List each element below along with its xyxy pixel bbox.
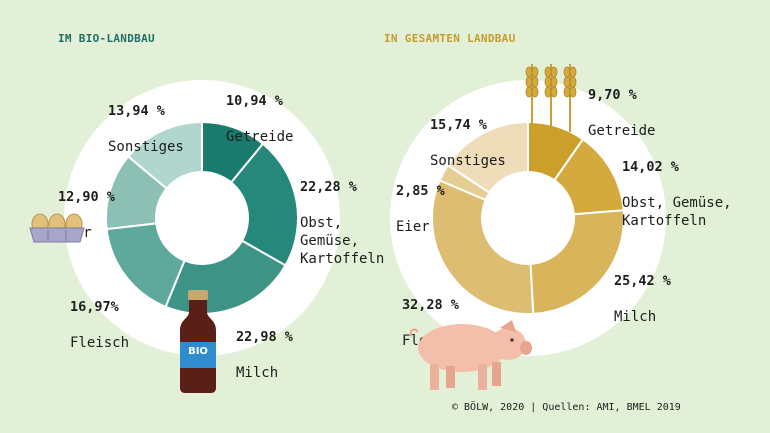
total-category-sonstiges: Sonstiges <box>430 153 506 169</box>
total-category-milch: Milch <box>614 309 657 325</box>
total-label-obst: 14,02 % Obst, Gemüse, Kartoffeln <box>622 140 732 248</box>
bio-category-sonstiges: Sonstiges <box>108 139 184 155</box>
total-value-fleisch: 32,28 % <box>402 297 459 313</box>
bio-category-milch: Milch <box>236 365 279 381</box>
bio-value-obst: 22,28 % <box>300 179 357 195</box>
total-category-getreide: Getreide <box>588 123 656 139</box>
total-value-eier: 2,85 % <box>396 183 445 199</box>
total-label-eier: 2,85 % Eier <box>396 164 445 254</box>
bio-label-obst: 22,28 % Obst, Gemüse, Kartoffeln <box>300 160 384 286</box>
bio-slice-obst <box>200 142 299 267</box>
egg-carton-icon <box>29 213 85 243</box>
source-footer: © BÖLW, 2020 | Quellen: AMI, BMEL 2019 <box>452 402 681 413</box>
total-value-getreide: 9,70 % <box>588 87 637 103</box>
bio-donut-hole <box>155 171 249 265</box>
total-category-eier: Eier <box>396 219 430 235</box>
bio-value-eier: 12,90 % <box>58 189 115 205</box>
bio-category-fleisch: Fleisch <box>70 335 130 351</box>
bio-value-fleisch: 16,97% <box>70 299 119 315</box>
bio-chart-title: IM BIO-LANDBAU <box>58 32 155 45</box>
bio-category-getreide: Getreide <box>226 129 294 145</box>
total-donut-hole <box>481 171 575 265</box>
total-label-milch: 25,42 % Milch <box>614 254 671 344</box>
bio-category-obst: Obst, Gemüse, Kartoffeln <box>300 215 385 267</box>
total-value-sonstiges: 15,74 % <box>430 117 487 133</box>
bottle-label: BIO <box>188 346 208 357</box>
total-label-getreide: 9,70 % Getreide <box>588 68 655 158</box>
bio-label-sonstiges: 13,94 % Sonstiges <box>108 84 184 174</box>
bio-label-fleisch: 16,97% Fleisch <box>70 280 129 370</box>
total-value-milch: 25,42 % <box>614 273 671 289</box>
bio-label-milch: 22,98 % Milch <box>236 310 293 400</box>
total-value-obst: 14,02 % <box>622 159 679 175</box>
milk-bottle-icon <box>180 290 216 393</box>
wheat-icon <box>525 64 577 132</box>
total-label-sonstiges: 15,74 % Sonstiges <box>430 98 506 188</box>
bio-value-milch: 22,98 % <box>236 329 293 345</box>
bio-value-getreide: 10,94 % <box>226 93 283 109</box>
total-chart-title: IN GESAMTEN LANDBAU <box>384 32 516 45</box>
bio-value-sonstiges: 13,94 % <box>108 103 165 119</box>
bio-label-getreide: 10,94 % Getreide <box>226 74 293 164</box>
pig-icon <box>409 320 532 390</box>
total-category-obst: Obst, Gemüse, Kartoffeln <box>622 195 732 229</box>
